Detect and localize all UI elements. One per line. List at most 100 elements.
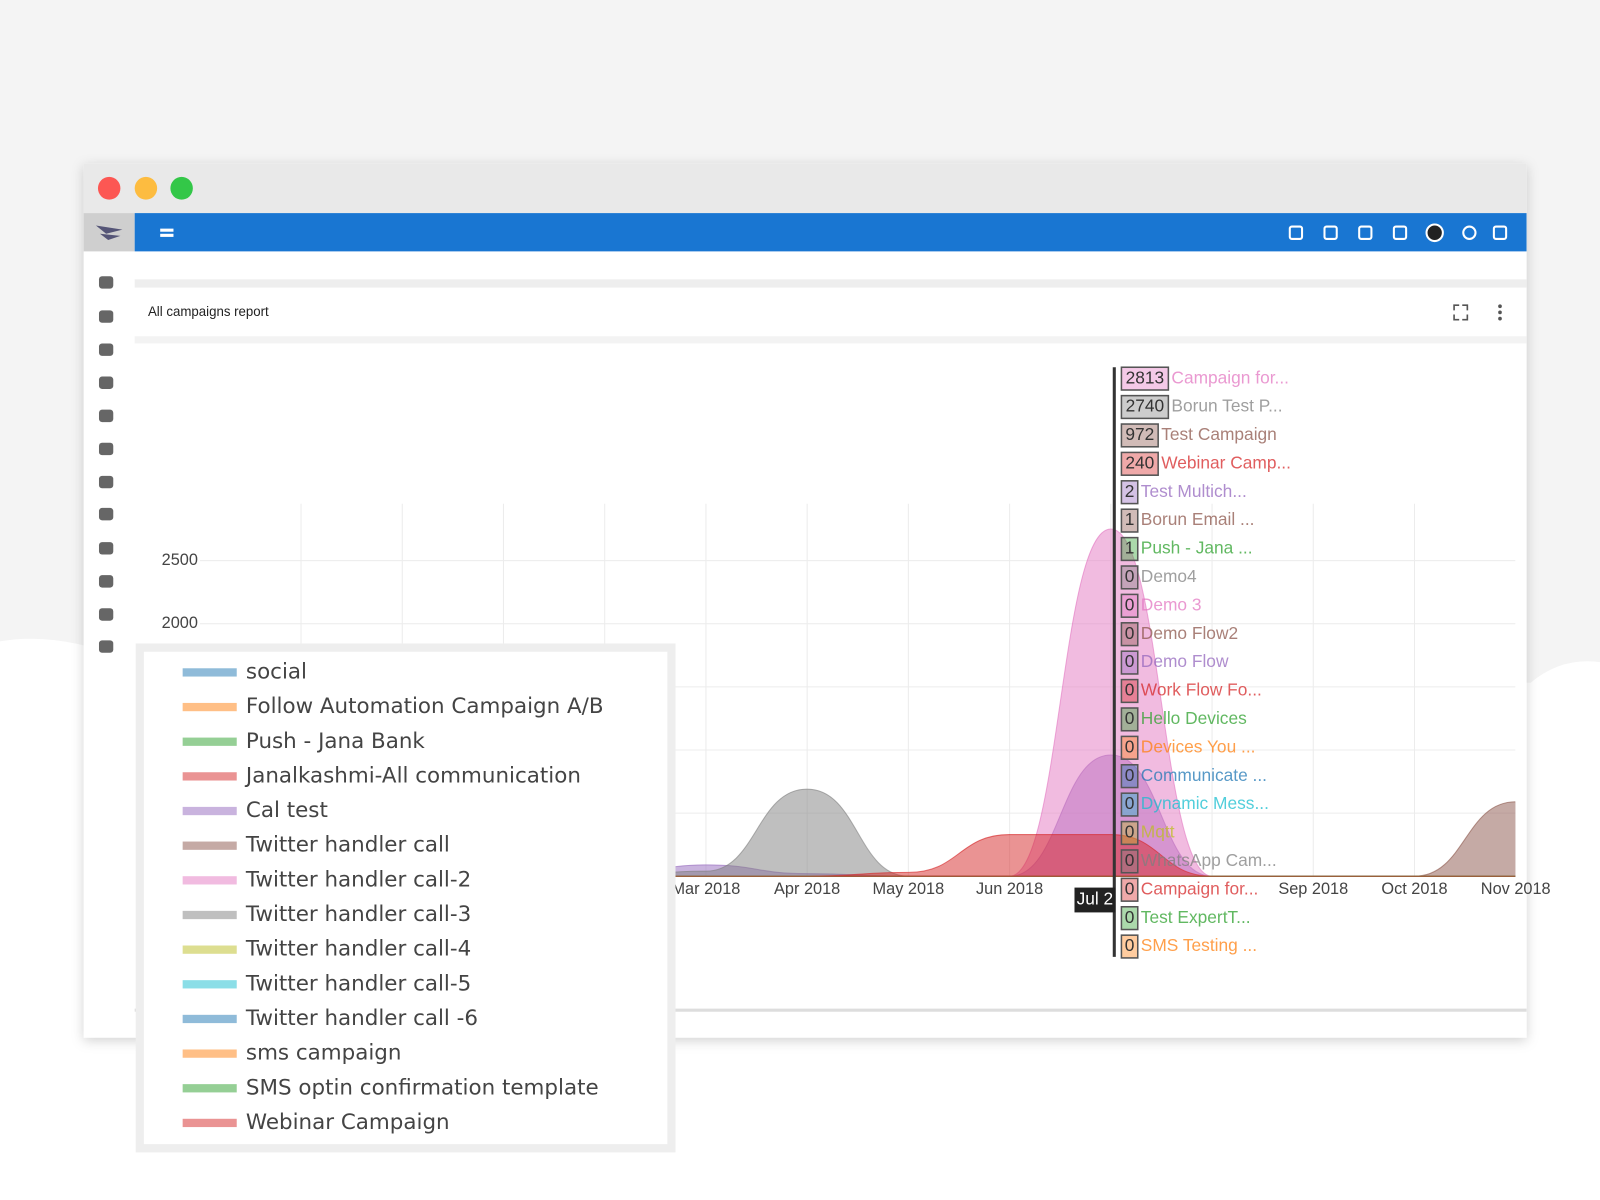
x-tick-label: Mar 2018 [671, 880, 740, 898]
hover-value: 0 [1125, 594, 1135, 614]
hover-value: 0 [1125, 680, 1135, 700]
legend-label: Twitter handler call-5 [245, 971, 471, 996]
legend-label: SMS optin confirmation template [246, 1075, 599, 1100]
sidebar-icon[interactable] [98, 608, 114, 621]
hover-value-box [1120, 480, 1139, 505]
x-tick-label: Sep 2018 [1278, 880, 1348, 898]
hover-label: Webinar Camp... [1161, 452, 1291, 472]
hover-label: Communicate ... [1141, 765, 1267, 785]
hover-value: 0 [1125, 793, 1135, 813]
hover-value-box [1120, 735, 1139, 760]
sidebar-icon[interactable] [98, 442, 114, 456]
sidebar-icon[interactable] [98, 409, 114, 423]
legend-swatch [182, 702, 237, 712]
sidebar-icon[interactable] [98, 310, 114, 323]
menu-toggle[interactable] [160, 228, 174, 237]
hover-label: Hello Devices [1141, 708, 1247, 728]
hover-value-box [1120, 593, 1139, 618]
hover-value: 0 [1125, 821, 1135, 841]
legend-swatch [182, 1014, 237, 1024]
hover-value-box [1120, 877, 1139, 902]
top-bar [134, 213, 1527, 252]
card-bottom [134, 1008, 1527, 1012]
hover-value: 0 [1125, 623, 1135, 643]
hover-value-box [1120, 792, 1139, 817]
hover-label: Test Campaign [1161, 424, 1277, 444]
legend-label: sms campaign [246, 1041, 402, 1066]
header-icon[interactable] [1392, 225, 1408, 240]
hover-value-box [1120, 622, 1139, 647]
close-button[interactable] [97, 176, 121, 200]
more-button[interactable] [1498, 304, 1502, 321]
hover-value: 2813 [1126, 367, 1165, 387]
hover-label: Work Flow Fo... [1141, 680, 1262, 700]
hover-label: Demo4 [1141, 566, 1197, 586]
hover-label: Campaign for... [1141, 878, 1259, 898]
header-icon[interactable] [1358, 225, 1373, 240]
legend-swatch [182, 737, 237, 746]
hover-value-box [1120, 536, 1139, 562]
fullscreen-button[interactable] [1453, 304, 1469, 321]
logo [95, 225, 123, 240]
legend-label: Janalkashmi-All communication [244, 763, 581, 788]
legend-box [135, 643, 676, 1153]
legend-label: Webinar Campaign [246, 1110, 450, 1135]
header-icon[interactable] [1492, 225, 1508, 240]
header-icon[interactable] [1323, 225, 1338, 240]
legend-swatch [182, 772, 237, 781]
sidebar-icon[interactable] [98, 276, 114, 289]
header-icon[interactable] [1425, 223, 1444, 243]
sidebar-icon[interactable] [98, 542, 114, 555]
maximize-button[interactable] [170, 176, 193, 200]
hover-value-box [1120, 905, 1139, 931]
hover-value-box [1120, 934, 1139, 959]
sidebar-icon[interactable] [98, 507, 114, 521]
hover-value: 2740 [1126, 396, 1165, 416]
hover-value-box [1120, 508, 1139, 533]
x-tick-label: Jun 2018 [976, 880, 1043, 898]
header-icon[interactable] [1288, 225, 1304, 240]
sidebar-icon[interactable] [98, 475, 114, 489]
hover-label: WhatsApp Cam... [1141, 850, 1277, 870]
hover-value: 2 [1125, 481, 1135, 501]
sidebar-icon[interactable] [98, 343, 114, 356]
sidebar [98, 276, 114, 653]
hover-value: 0 [1125, 907, 1135, 927]
divider [134, 336, 1527, 344]
hover-label: Push - Jana ... [1141, 538, 1253, 558]
legend-swatch [182, 945, 237, 954]
hover-value-box [1120, 565, 1139, 590]
card-title: All campaigns report [148, 304, 269, 319]
legend-label: Twitter handler call-3 [245, 902, 471, 927]
minimize-button[interactable] [134, 176, 158, 200]
hover-label: Dynamic Mess... [1141, 793, 1269, 813]
legend-swatch [182, 806, 237, 816]
hover-label: Test Multich... [1141, 481, 1247, 501]
legend-label: social [246, 659, 307, 684]
header-icon[interactable] [1462, 225, 1477, 240]
hover-label: Devices You ... [1141, 736, 1256, 756]
legend-swatch [182, 910, 237, 920]
legend-label: Cal test [246, 798, 328, 823]
hover-value: 0 [1125, 850, 1135, 870]
hover-x-label: Jul 2 [1077, 889, 1114, 909]
sidebar-icon[interactable] [98, 575, 114, 588]
header-icons [1288, 223, 1508, 243]
hover-value-box [1120, 820, 1139, 846]
sidebar-icon[interactable] [98, 376, 114, 389]
y-tick-label: 2000 [162, 614, 198, 632]
hover-value: 0 [1125, 935, 1135, 955]
legend-label: Twitter handler call-2 [245, 867, 471, 892]
hover-label: Demo Flow2 [1141, 623, 1238, 643]
hover-label: Demo 3 [1141, 594, 1202, 614]
title-bar [83, 163, 1527, 214]
hover-value: 0 [1125, 651, 1135, 671]
hover-value: 0 [1125, 566, 1135, 586]
legend-swatch [182, 668, 237, 677]
hover-value: 0 [1125, 765, 1135, 785]
x-tick-label: Oct 2018 [1381, 880, 1447, 898]
sidebar-icon[interactable] [98, 640, 114, 653]
legend-label: Follow Automation Campaign A/B [246, 694, 604, 719]
